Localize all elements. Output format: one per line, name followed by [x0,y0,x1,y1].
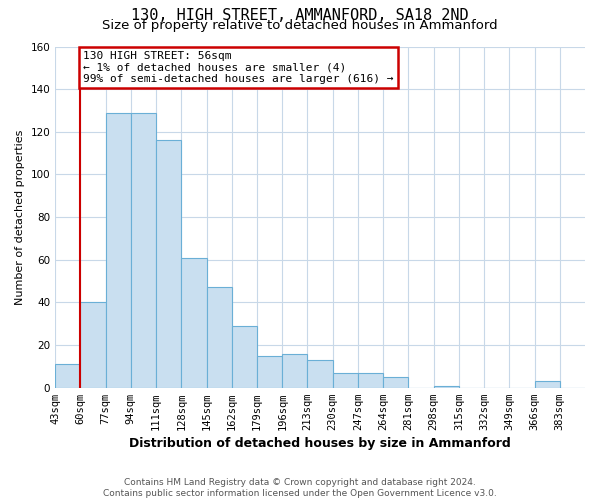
Text: Contains HM Land Registry data © Crown copyright and database right 2024.
Contai: Contains HM Land Registry data © Crown c… [103,478,497,498]
Bar [106,112,131,388]
Bar [332,373,358,388]
X-axis label: Distribution of detached houses by size in Ammanford: Distribution of detached houses by size … [129,437,511,450]
Bar [206,288,232,388]
Text: Size of property relative to detached houses in Ammanford: Size of property relative to detached ho… [102,18,498,32]
Bar [232,326,257,388]
Bar [80,302,106,388]
Bar [535,382,560,388]
Bar [383,377,409,388]
Text: 130, HIGH STREET, AMMANFORD, SA18 2ND: 130, HIGH STREET, AMMANFORD, SA18 2ND [131,8,469,22]
Bar [307,360,332,388]
Text: 130 HIGH STREET: 56sqm
← 1% of detached houses are smaller (4)
99% of semi-detac: 130 HIGH STREET: 56sqm ← 1% of detached … [83,51,394,84]
Bar [434,386,459,388]
Y-axis label: Number of detached properties: Number of detached properties [15,130,25,305]
Bar [156,140,181,388]
Bar [181,258,206,388]
Bar [358,373,383,388]
Bar [257,356,282,388]
Bar [55,364,80,388]
Bar [282,354,307,388]
Bar [131,112,156,388]
